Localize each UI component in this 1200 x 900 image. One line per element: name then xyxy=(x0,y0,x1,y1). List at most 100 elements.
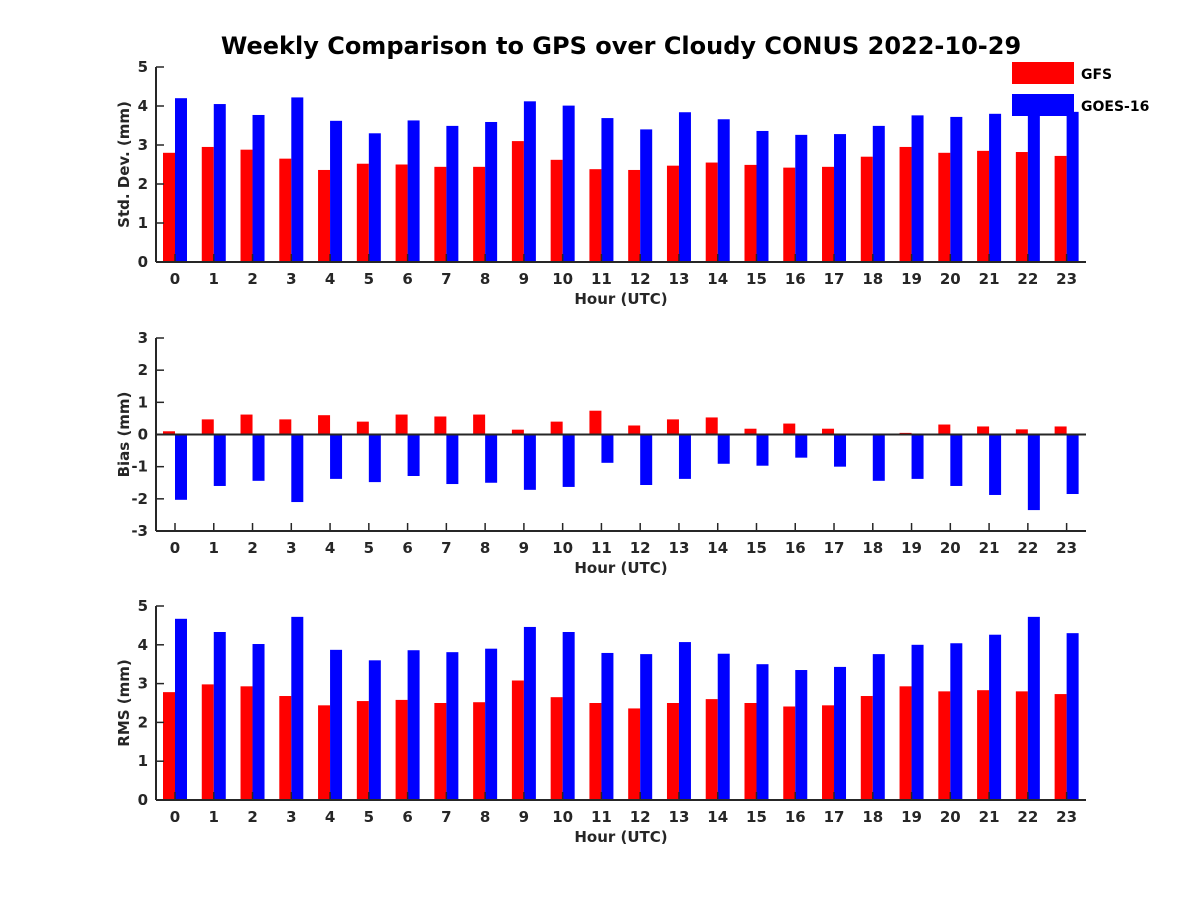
stddev-xtick-label: 20 xyxy=(940,270,961,288)
rms-bar-goes-16-20 xyxy=(950,643,963,800)
rms-xtick-label: 14 xyxy=(707,808,728,826)
stddev-ytick-label: 5 xyxy=(138,58,148,76)
rms-bar-goes-16-4 xyxy=(330,649,343,800)
stddev-bar-gfs-9 xyxy=(511,141,524,262)
rms-bar-gfs-21 xyxy=(977,690,990,800)
stddev-bar-goes-16-11 xyxy=(601,118,614,262)
rms-bar-gfs-0 xyxy=(163,692,175,800)
bias-bar-gfs-12 xyxy=(628,425,641,435)
bias-bar-gfs-20 xyxy=(938,424,951,435)
stddev-bar-gfs-1 xyxy=(201,146,214,262)
bias-xtick-label: 7 xyxy=(441,539,451,557)
bias-bar-goes-16-10 xyxy=(562,434,575,487)
stddev-bar-goes-16-16 xyxy=(795,134,808,262)
bias-ytick-label: -3 xyxy=(131,522,148,540)
rms-bar-gfs-3 xyxy=(279,696,292,800)
bias-bar-goes-16-20 xyxy=(950,434,963,486)
rms-xtick-label: 9 xyxy=(519,808,529,826)
bias-bar-goes-16-2 xyxy=(252,434,265,481)
bias-bar-goes-16-13 xyxy=(678,434,691,479)
stddev-bar-gfs-8 xyxy=(473,166,486,262)
rms-bar-goes-16-19 xyxy=(911,644,924,800)
rms-xtick-label: 16 xyxy=(785,808,806,826)
rms-bar-gfs-8 xyxy=(473,702,486,800)
bias-bar-goes-16-23 xyxy=(1066,434,1079,495)
rms-xtick-label: 19 xyxy=(901,808,922,826)
bias-xtick-label: 17 xyxy=(824,539,845,557)
stddev-bar-goes-16-13 xyxy=(678,112,691,263)
bias-xtick-label: 19 xyxy=(901,539,922,557)
stddev-bar-goes-16-1 xyxy=(213,104,226,262)
stddev-bar-gfs-13 xyxy=(666,165,679,262)
rms-bar-gfs-2 xyxy=(240,686,253,800)
bias-xtick-label: 8 xyxy=(480,539,490,557)
bias-bar-goes-16-15 xyxy=(756,434,769,466)
rms-bar-goes-16-9 xyxy=(523,626,536,800)
bias-ytick-label: 0 xyxy=(138,426,148,444)
stddev-bar-goes-16-6 xyxy=(407,120,420,263)
stddev-bar-goes-16-9 xyxy=(523,101,536,262)
stddev-bar-goes-16-18 xyxy=(872,125,885,262)
rms-bar-gfs-9 xyxy=(511,680,524,800)
rms-bar-gfs-12 xyxy=(628,708,641,800)
rms-bar-goes-16-16 xyxy=(795,670,808,800)
bias-bar-goes-16-19 xyxy=(911,434,924,479)
stddev-bar-gfs-14 xyxy=(705,162,718,262)
bias-bar-gfs-9 xyxy=(511,429,524,435)
stddev-bar-goes-16-5 xyxy=(368,133,381,262)
stddev-xtick-label: 13 xyxy=(669,270,690,288)
bias-bar-gfs-4 xyxy=(318,415,331,435)
stddev-xtick-label: 5 xyxy=(364,270,374,288)
legend-swatch-gfs xyxy=(1012,62,1074,84)
bias-bar-goes-16-7 xyxy=(446,434,459,485)
rms-ytick-label: 2 xyxy=(138,713,148,731)
stddev-bar-goes-16-19 xyxy=(911,115,924,262)
bias-bar-goes-16-5 xyxy=(368,434,381,483)
bias-bar-goes-16-0 xyxy=(175,434,187,500)
rms-bar-goes-16-23 xyxy=(1066,633,1079,800)
stddev-xtick-label: 15 xyxy=(746,270,767,288)
stddev-bar-gfs-16 xyxy=(783,167,796,262)
stddev-ytick-label: 3 xyxy=(138,136,148,154)
stddev-xtick-label: 7 xyxy=(441,270,451,288)
bias-bar-goes-16-14 xyxy=(717,434,730,464)
bias-bar-goes-16-9 xyxy=(523,434,536,490)
stddev-bar-gfs-0 xyxy=(163,152,175,262)
stddev-bar-goes-16-22 xyxy=(1027,102,1040,262)
bias-xtick-label: 3 xyxy=(286,539,296,557)
bias-xtick-label: 13 xyxy=(669,539,690,557)
stddev-xtick-label: 4 xyxy=(325,270,335,288)
bias-xtick-label: 5 xyxy=(364,539,374,557)
stddev-bar-goes-16-21 xyxy=(989,113,1002,262)
rms-bar-gfs-4 xyxy=(318,705,331,800)
bias-bar-goes-16-8 xyxy=(485,434,498,483)
rms-bar-goes-16-11 xyxy=(601,652,614,800)
bias-bar-goes-16-18 xyxy=(872,434,885,481)
rms-ytick-label: 1 xyxy=(138,752,148,770)
rms-xtick-label: 18 xyxy=(862,808,883,826)
stddev-xtick-label: 17 xyxy=(824,270,845,288)
stddev-bar-gfs-7 xyxy=(434,166,447,262)
stddev-bar-goes-16-3 xyxy=(291,97,304,262)
rms-xtick-label: 8 xyxy=(480,808,490,826)
stddev-bar-goes-16-2 xyxy=(252,114,265,262)
rms-xtick-label: 22 xyxy=(1017,808,1038,826)
bias-xtick-label: 21 xyxy=(979,539,1000,557)
bias-ytick-label: 1 xyxy=(138,393,148,411)
bias-ytick-label: -2 xyxy=(131,490,148,508)
stddev-bar-gfs-18 xyxy=(860,156,873,262)
stddev-xtick-label: 2 xyxy=(247,270,257,288)
rms-ytick-label: 4 xyxy=(138,636,148,654)
rms-xtick-label: 4 xyxy=(325,808,335,826)
rms-bar-gfs-5 xyxy=(356,701,369,800)
bias-bar-gfs-5 xyxy=(356,421,369,435)
stddev-bar-goes-16-15 xyxy=(756,130,769,262)
stddev-bar-goes-16-0 xyxy=(175,98,187,262)
rms-xtick-label: 17 xyxy=(824,808,845,826)
stddev-xtick-label: 14 xyxy=(707,270,728,288)
rms-xtick-label: 12 xyxy=(630,808,651,826)
rms-bar-goes-16-7 xyxy=(446,652,459,800)
